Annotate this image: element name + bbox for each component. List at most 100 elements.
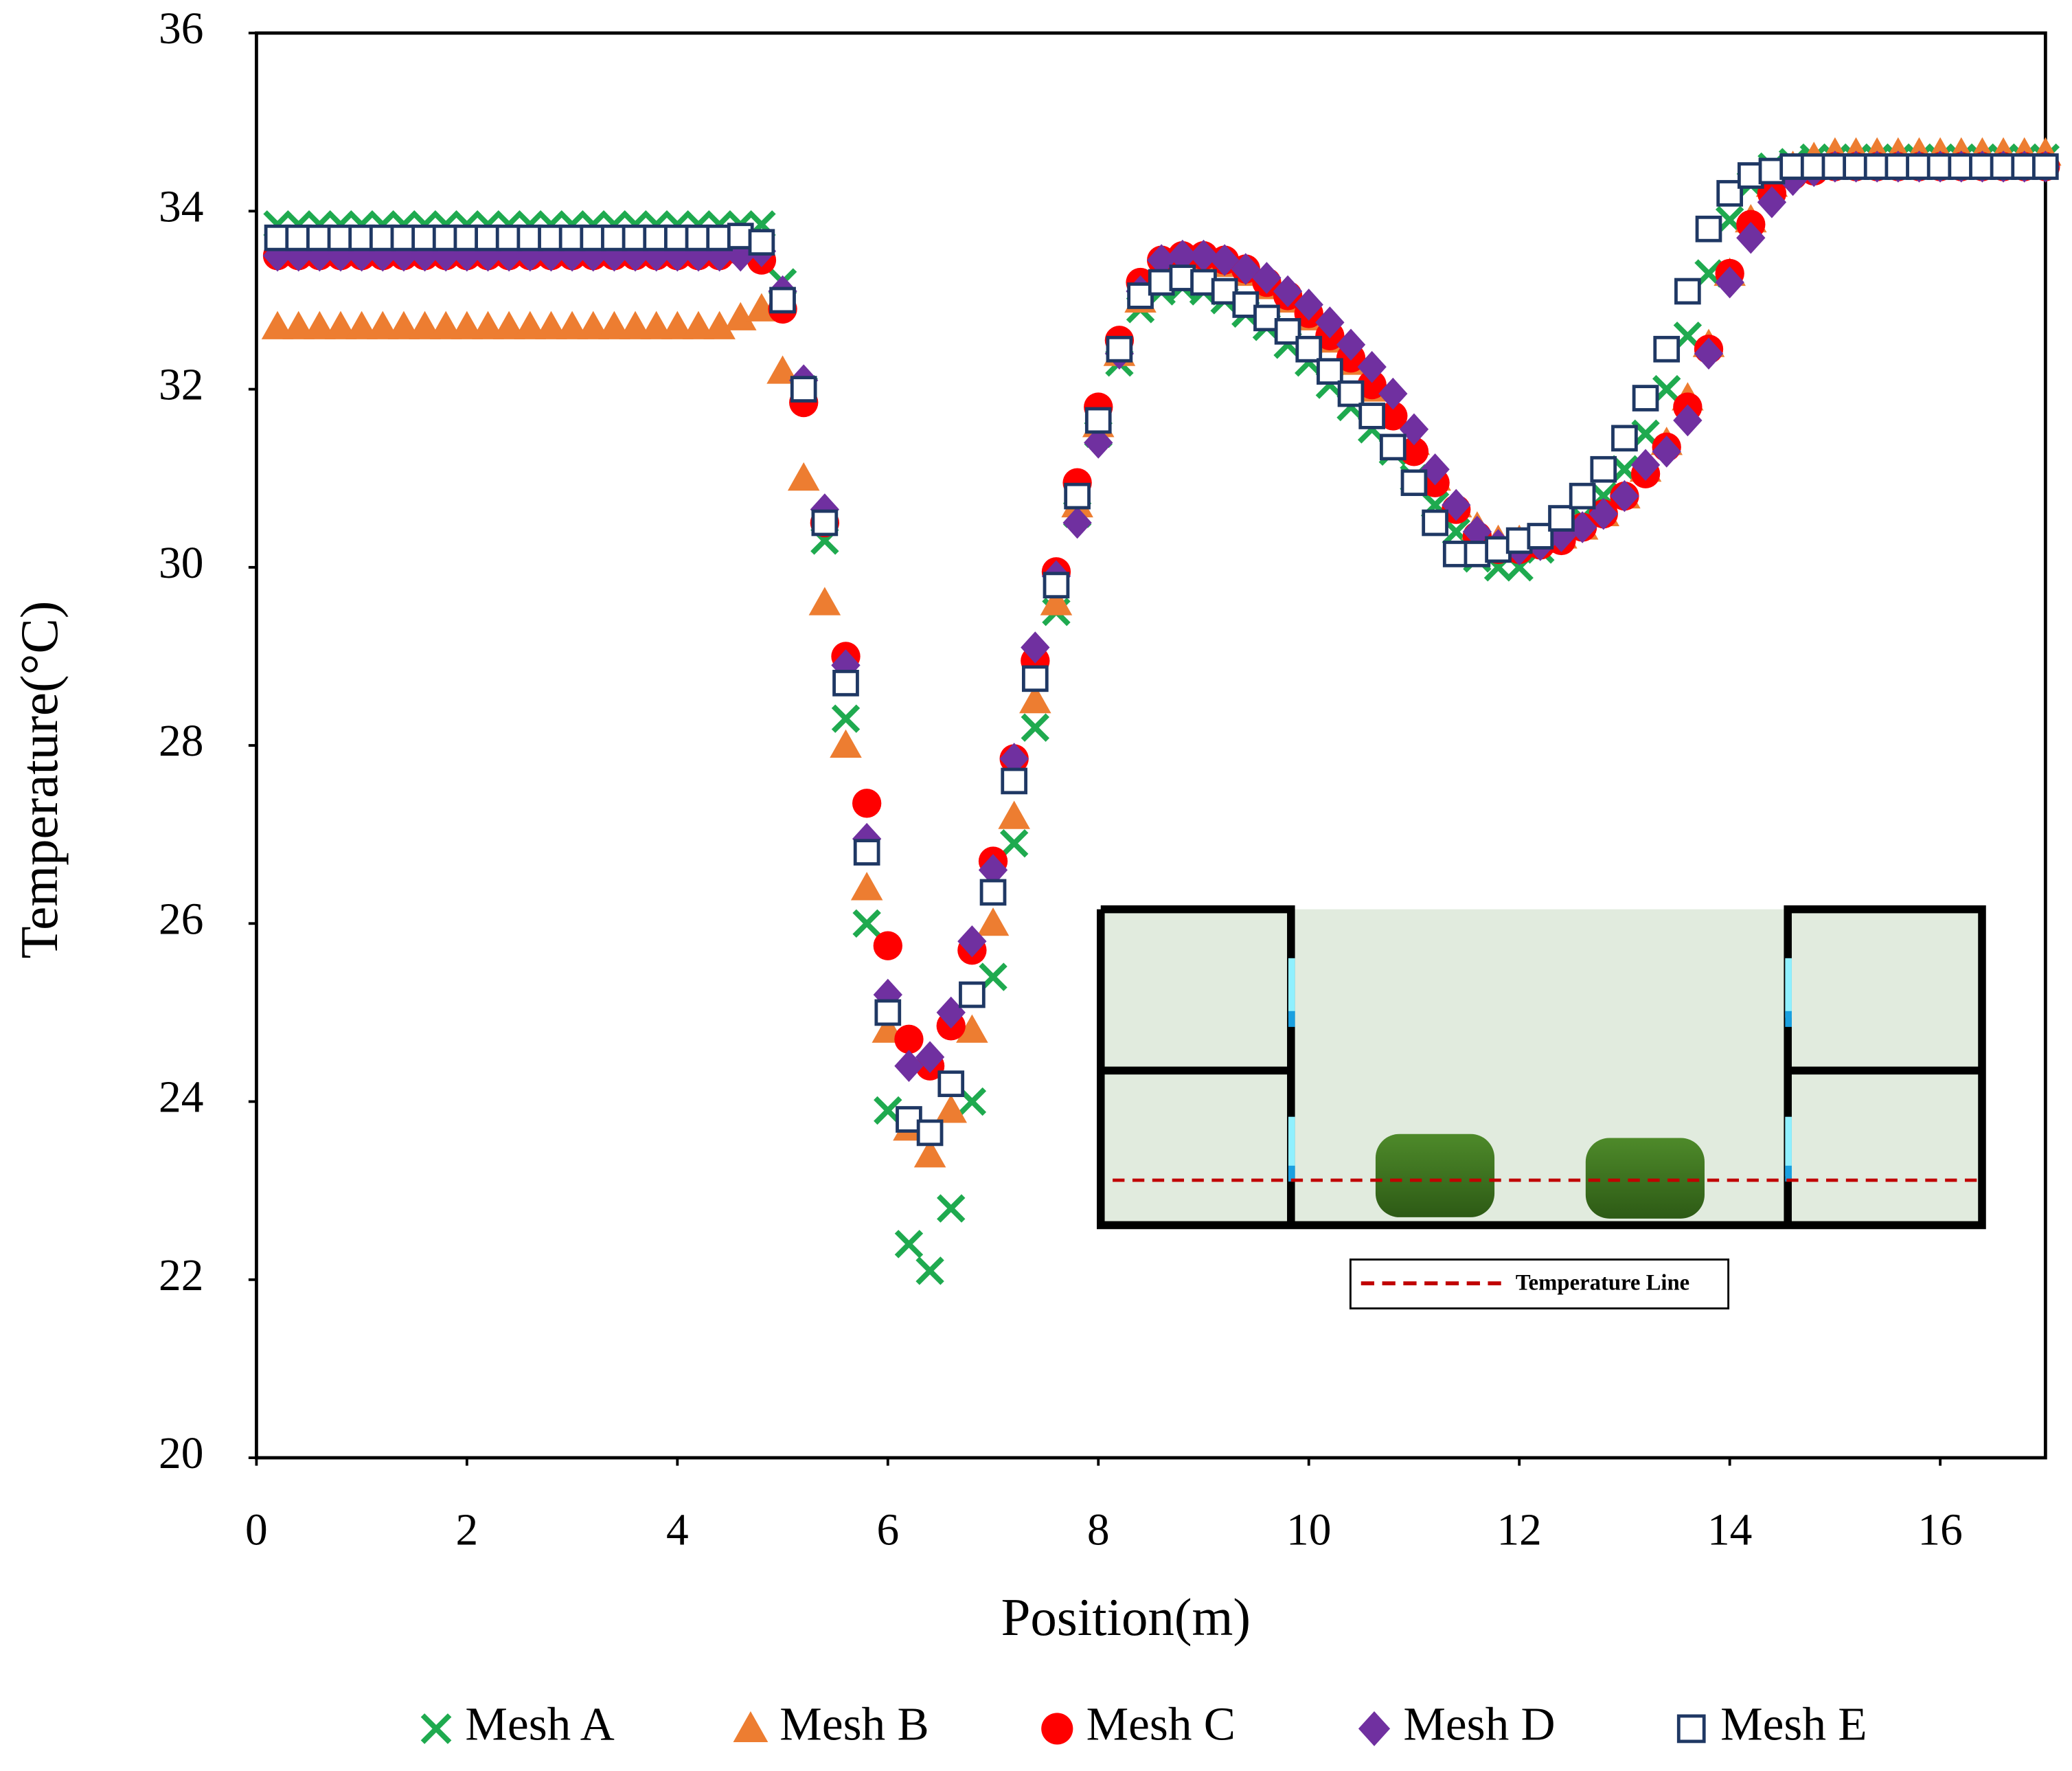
marker-triangle xyxy=(598,311,630,339)
inset-diagram: Temperature Line xyxy=(1096,905,1986,1310)
marker-diamond xyxy=(894,1050,924,1082)
marker-square xyxy=(979,879,1007,906)
marker-square xyxy=(1885,153,1912,180)
y-tick-label: 20 xyxy=(159,1429,203,1478)
marker-square xyxy=(580,224,607,251)
marker-triangle xyxy=(913,1139,946,1168)
marker-square xyxy=(896,1106,922,1133)
marker-diamond xyxy=(1736,221,1766,254)
marker-square xyxy=(369,224,396,251)
marker-square xyxy=(832,669,859,697)
marker-x xyxy=(894,1230,924,1259)
marker-x xyxy=(937,1194,966,1223)
marker-x xyxy=(1021,713,1050,742)
legend-label: Mesh B xyxy=(779,1697,929,1750)
marker-square xyxy=(790,376,817,403)
marker-square xyxy=(853,839,880,866)
marker-triangle xyxy=(703,311,736,339)
marker-square xyxy=(685,224,712,251)
legend-marker xyxy=(1358,1711,1391,1746)
marker-diamond xyxy=(831,649,861,681)
marker-square xyxy=(1779,153,1806,180)
marker-diamond xyxy=(1673,404,1703,437)
marker-diamond xyxy=(999,743,1029,775)
marker-triangle xyxy=(324,311,357,339)
inset-vent xyxy=(1288,1011,1295,1027)
marker-triangle xyxy=(472,311,504,339)
marker-diamond xyxy=(1378,377,1408,410)
marker-triangle xyxy=(387,311,420,339)
y-tick-label: 22 xyxy=(159,1251,203,1300)
x-tick-label: 2 xyxy=(456,1506,479,1555)
marker-diamond xyxy=(1252,262,1282,294)
legend-marker xyxy=(1041,1713,1073,1745)
marker-x xyxy=(831,704,861,733)
inset-vent xyxy=(1288,1116,1295,1177)
marker-square xyxy=(1106,335,1133,363)
legend-marker xyxy=(733,1711,769,1743)
inset-vent xyxy=(1785,1165,1792,1182)
legend-label: Mesh E xyxy=(1720,1697,1867,1750)
marker-square xyxy=(1337,380,1365,407)
marker-circle xyxy=(894,1024,924,1054)
marker-square xyxy=(1527,523,1554,550)
marker-square xyxy=(1611,425,1638,452)
marker-square xyxy=(1211,278,1238,305)
y-tick-label: 28 xyxy=(159,717,203,766)
marker-triangle xyxy=(1040,587,1073,616)
marker-square xyxy=(1737,162,1764,189)
marker-square xyxy=(1590,455,1617,483)
marker-diamond xyxy=(1336,328,1366,361)
marker-square xyxy=(1674,278,1701,305)
marker-square xyxy=(1317,358,1343,385)
legend-label: Mesh C xyxy=(1086,1697,1236,1750)
marker-triangle xyxy=(977,907,1010,936)
legend-marker xyxy=(1676,1714,1706,1744)
marker-triangle xyxy=(282,311,315,339)
marker-triangle xyxy=(304,311,336,339)
marker-triangle xyxy=(956,1014,988,1043)
marker-triangle xyxy=(998,800,1030,829)
inset-walls xyxy=(1096,905,1986,1230)
y-tick-label: 24 xyxy=(159,1073,203,1123)
points xyxy=(261,137,2062,1285)
marker-triangle xyxy=(935,1094,968,1123)
marker-square xyxy=(1064,482,1091,510)
marker-x xyxy=(852,909,881,938)
marker-square xyxy=(285,224,312,251)
marker-square xyxy=(1001,767,1028,795)
marker-triangle xyxy=(830,729,862,758)
marker-diamond xyxy=(1062,506,1092,539)
legend-marker xyxy=(420,1713,452,1744)
marker-triangle xyxy=(261,311,294,339)
marker-triangle xyxy=(429,311,462,339)
marker-triangle xyxy=(640,311,672,339)
marker-diamond xyxy=(1168,239,1198,272)
marker-square xyxy=(1716,180,1743,207)
x-tick-label: 10 xyxy=(1286,1506,1331,1555)
marker-square xyxy=(2011,153,2038,180)
marker-triangle xyxy=(661,311,694,339)
inset-vent xyxy=(1785,1011,1792,1027)
marker-diamond xyxy=(1209,244,1240,276)
y-tick-label: 32 xyxy=(159,361,203,410)
inset-vent xyxy=(1785,958,1792,1018)
marker-square xyxy=(1505,527,1533,554)
marker-triangle xyxy=(345,311,378,339)
marker-diamond xyxy=(1715,266,1744,299)
marker-square xyxy=(1926,153,1954,180)
marker-square xyxy=(1843,153,1869,180)
marker-diamond xyxy=(1652,436,1681,468)
marker-triangle xyxy=(850,872,883,901)
marker-circle xyxy=(1378,401,1408,431)
marker-diamond xyxy=(1315,306,1345,339)
marker-circle xyxy=(873,931,902,960)
marker-square xyxy=(2032,153,2059,180)
y-tick-label: 30 xyxy=(159,539,203,588)
marker-x xyxy=(999,828,1029,858)
marker-triangle xyxy=(409,311,441,339)
marker-square xyxy=(1274,317,1301,345)
x-tick-label: 4 xyxy=(666,1506,689,1555)
x-tick-label: 16 xyxy=(1917,1506,1962,1555)
